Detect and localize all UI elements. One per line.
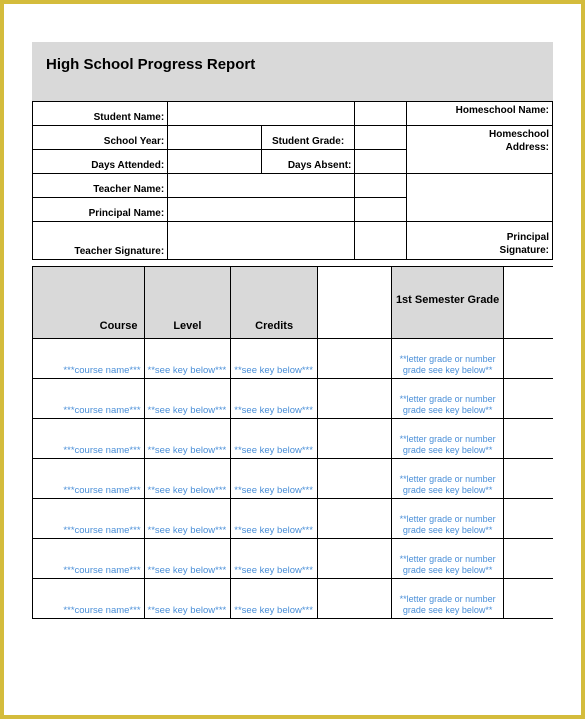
student-name-value: [168, 102, 262, 126]
level-cell: **see key below***: [144, 539, 231, 579]
level-cell: **see key below***: [144, 339, 231, 379]
credits-cell: **see key below***: [231, 379, 318, 419]
credits-cell: **see key below***: [231, 579, 318, 619]
extra-cell: [503, 539, 553, 579]
course-cell: ***course name***: [33, 339, 145, 379]
table-row: ***course name*** **see key below*** **s…: [33, 339, 554, 379]
level-cell: **see key below***: [144, 459, 231, 499]
days-attended-label: Days Attended:: [33, 150, 168, 174]
gap3: [355, 198, 407, 222]
table-row: ***course name*** **see key below*** **s…: [33, 379, 554, 419]
gap-cell: [318, 339, 392, 379]
principal-name-value: [168, 198, 355, 222]
homeschool-name-label: Homeschool Name:: [407, 102, 553, 126]
extra-cell: [503, 339, 553, 379]
level-header: Level: [144, 267, 231, 339]
gap-cell: [318, 539, 392, 579]
homeschool-address-label: HomeschoolAddress:: [407, 126, 553, 174]
address-value: [407, 174, 553, 222]
principal-name-label: Principal Name:: [33, 198, 168, 222]
semester1-header: 1st Semester Grade: [392, 267, 504, 339]
gap1: [355, 102, 407, 126]
info-table: Student Name: Homeschool Name: School Ye…: [32, 101, 553, 260]
credits-cell: **see key below***: [231, 539, 318, 579]
gap-header: [318, 267, 392, 339]
student-name-label: Student Name:: [33, 102, 168, 126]
extra-cell: [503, 579, 553, 619]
extra-cell: [503, 379, 553, 419]
report-title: High School Progress Report: [32, 42, 553, 101]
teacher-signature-value: [168, 222, 355, 260]
principal-signature-label: PrincipalSignature:: [407, 222, 553, 260]
extra-cell: [503, 499, 553, 539]
table-row: ***course name*** **see key below*** **s…: [33, 459, 554, 499]
credits-cell: **see key below***: [231, 459, 318, 499]
gap-cell: [318, 459, 392, 499]
gap-cell: [318, 579, 392, 619]
teacher-signature-label: Teacher Signature:: [33, 222, 168, 260]
extra-cell: [503, 419, 553, 459]
course-cell: ***course name***: [33, 419, 145, 459]
grades-table: Course Level Credits 1st Semester Grade …: [32, 266, 553, 619]
extra-cell: [503, 459, 553, 499]
grade-cell: **letter grade or number grade see key b…: [392, 499, 504, 539]
table-row: ***course name*** **see key below*** **s…: [33, 539, 554, 579]
extra-header: [503, 267, 553, 339]
level-cell: **see key below***: [144, 419, 231, 459]
student-grade-label: Student Grade:: [261, 126, 355, 150]
teacher-name-label: Teacher Name:: [33, 174, 168, 198]
course-cell: ***course name***: [33, 539, 145, 579]
course-cell: ***course name***: [33, 379, 145, 419]
credits-cell: **see key below***: [231, 499, 318, 539]
gap-cell: [318, 379, 392, 419]
student-name-value-2: [261, 102, 355, 126]
teacher-name-value: [168, 174, 355, 198]
grade-cell: **letter grade or number grade see key b…: [392, 419, 504, 459]
days-absent-value: [355, 150, 407, 174]
level-cell: **see key below***: [144, 499, 231, 539]
gap2: [355, 174, 407, 198]
credits-cell: **see key below***: [231, 419, 318, 459]
course-header: Course: [33, 267, 145, 339]
grade-cell: **letter grade or number grade see key b…: [392, 579, 504, 619]
credits-header: Credits: [231, 267, 318, 339]
level-cell: **see key below***: [144, 379, 231, 419]
table-row: ***course name*** **see key below*** **s…: [33, 579, 554, 619]
course-cell: ***course name***: [33, 459, 145, 499]
days-attended-value: [168, 150, 262, 174]
grade-cell: **letter grade or number grade see key b…: [392, 339, 504, 379]
school-year-label: School Year:: [33, 126, 168, 150]
grade-cell: **letter grade or number grade see key b…: [392, 379, 504, 419]
credits-cell: **see key below***: [231, 339, 318, 379]
grade-cell: **letter grade or number grade see key b…: [392, 539, 504, 579]
table-row: ***course name*** **see key below*** **s…: [33, 419, 554, 459]
gap-cell: [318, 499, 392, 539]
days-absent-label: Days Absent:: [261, 150, 355, 174]
course-cell: ***course name***: [33, 579, 145, 619]
student-grade-value: [355, 126, 407, 150]
school-year-value: [168, 126, 262, 150]
report-frame: High School Progress Report Student Name…: [0, 0, 585, 719]
level-cell: **see key below***: [144, 579, 231, 619]
table-row: ***course name*** **see key below*** **s…: [33, 499, 554, 539]
grade-cell: **letter grade or number grade see key b…: [392, 459, 504, 499]
gap4: [355, 222, 407, 260]
gap-cell: [318, 419, 392, 459]
course-cell: ***course name***: [33, 499, 145, 539]
